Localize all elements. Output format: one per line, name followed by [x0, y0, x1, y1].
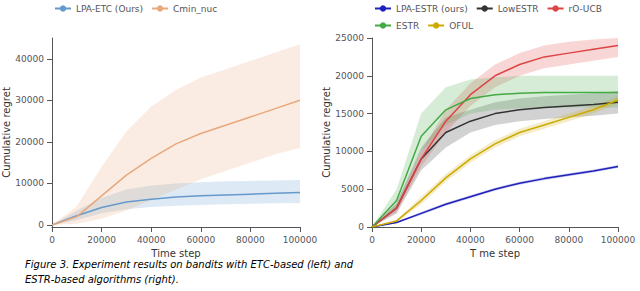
svg-text:0: 0 [358, 222, 364, 232]
svg-text:0: 0 [49, 235, 55, 245]
svg-text:Cumulative regret: Cumulative regret [321, 87, 332, 178]
svg-text:0: 0 [38, 220, 44, 230]
svg-text:80000: 80000 [236, 235, 265, 245]
svg-text:OFUL: OFUL [449, 21, 473, 31]
svg-text:10000: 10000 [335, 146, 364, 156]
svg-text:20000: 20000 [407, 235, 436, 245]
svg-text:ESTR: ESTR [396, 21, 419, 31]
svg-text:LPA-ETC (Ours): LPA-ETC (Ours) [76, 4, 143, 14]
svg-text:60000: 60000 [505, 235, 534, 245]
svg-text:20000: 20000 [87, 235, 116, 245]
svg-text:25000: 25000 [335, 33, 364, 43]
svg-text:30000: 30000 [15, 95, 44, 105]
svg-text:40000: 40000 [456, 235, 485, 245]
svg-text:20000: 20000 [335, 71, 364, 81]
svg-text:Time step: Time step [150, 248, 200, 259]
svg-text:5000: 5000 [341, 184, 364, 194]
svg-text:40000: 40000 [137, 235, 166, 245]
svg-text:100000: 100000 [601, 235, 636, 245]
svg-text:T me step: T me step [469, 248, 520, 259]
svg-text:Figure 3. Experiment results o: Figure 3. Experiment results on bandits … [25, 259, 354, 270]
svg-text:ESTR-based algorithms (right).: ESTR-based algorithms (right). [25, 274, 179, 285]
svg-text:20000: 20000 [15, 137, 44, 147]
svg-text:Cumulative regret: Cumulative regret [1, 87, 12, 178]
svg-text:60000: 60000 [186, 235, 215, 245]
svg-text:15000: 15000 [335, 109, 364, 119]
svg-text:0: 0 [369, 235, 375, 245]
svg-text:80000: 80000 [554, 235, 583, 245]
svg-text:100000: 100000 [283, 235, 318, 245]
svg-text:10000: 10000 [15, 178, 44, 188]
svg-text:Cmin_nuc: Cmin_nuc [173, 4, 217, 14]
svg-text:40000: 40000 [15, 54, 44, 64]
svg-text:LowESTR: LowESTR [498, 4, 539, 14]
svg-text:LPA-ESTR (ours): LPA-ESTR (ours) [396, 4, 468, 14]
svg-text:rO-UCB: rO-UCB [569, 4, 602, 14]
